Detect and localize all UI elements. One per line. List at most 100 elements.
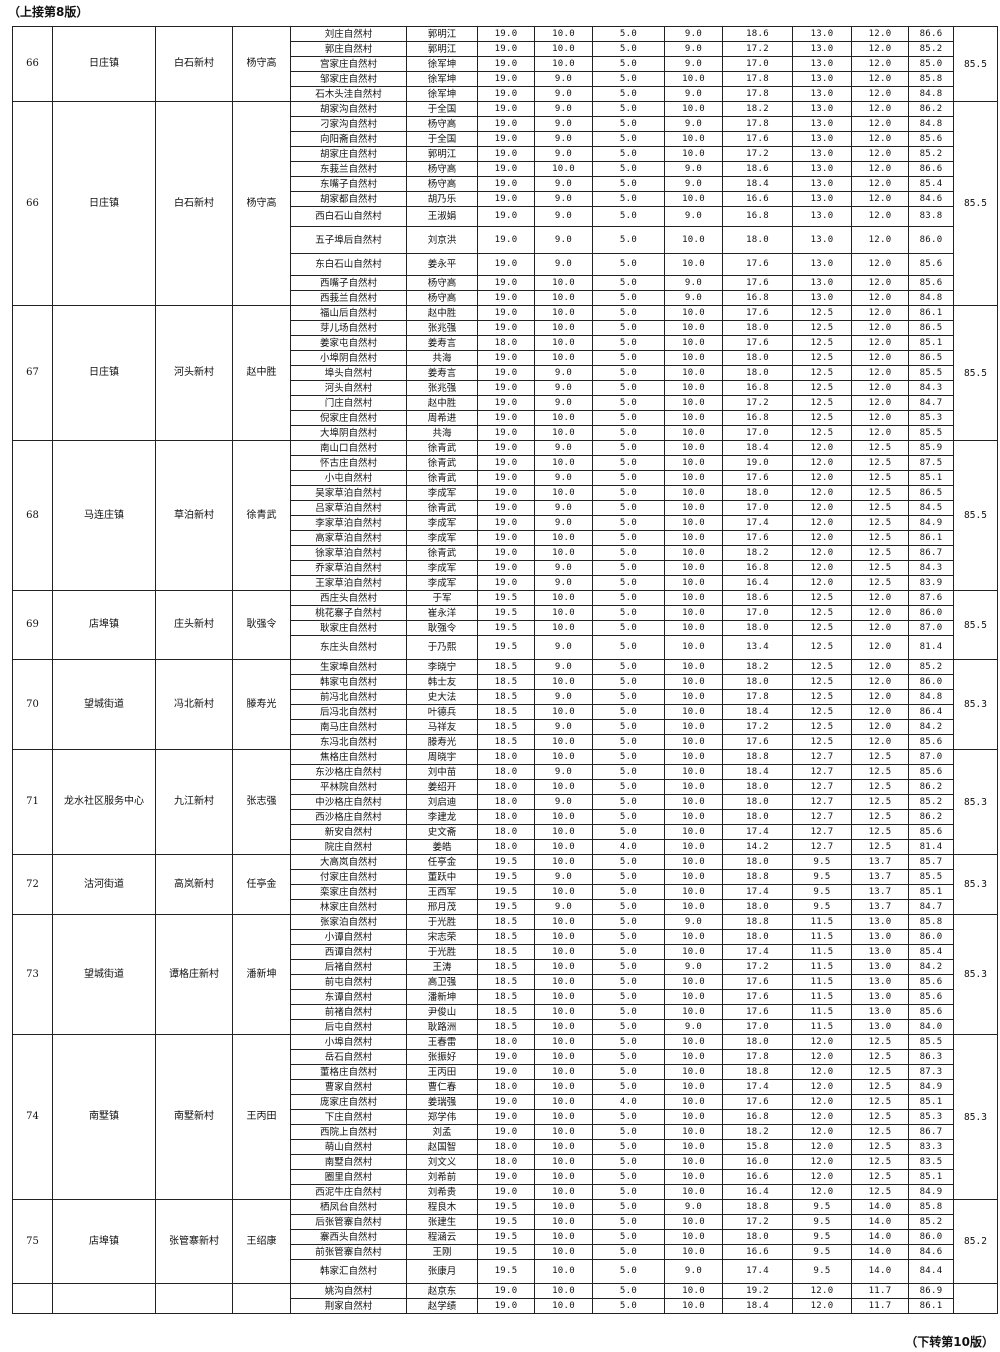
score-6-cell: 12.0 [792, 530, 852, 546]
village-score-cell: 85.6 [908, 989, 954, 1005]
score-3-cell: 5.0 [592, 191, 665, 207]
natural-village-cell: 福山后自然村 [290, 305, 407, 321]
natural-village-cell: 高家草泊自然村 [290, 530, 407, 546]
score-7-cell: 12.5 [851, 1184, 909, 1200]
score-4-cell: 10.0 [664, 71, 723, 87]
person-in-charge-cell: 郑学伟 [406, 1109, 478, 1125]
score-4-cell: 10.0 [664, 515, 723, 531]
score-2-cell: 9.0 [534, 794, 593, 810]
village-score-cell: 87.3 [908, 1064, 954, 1080]
table-row: 前张管寨自然村 王刚 19.5 10.0 5.0 10.0 16.6 9.5 14.0 84.6 [13, 1244, 998, 1260]
score-6-cell: 12.0 [792, 515, 852, 531]
score-2-cell: 9.0 [534, 515, 593, 531]
table-row: 怀古庄自然村 徐青武 19.0 10.0 5.0 10.0 19.0 12.0 12.5 87.5 [13, 455, 998, 471]
score-7-cell: 13.7 [851, 869, 909, 885]
score-4-cell: 10.0 [664, 350, 723, 366]
new-village-cell: 南墅新村 [155, 1034, 233, 1200]
score-4-cell: 9.0 [664, 26, 723, 42]
score-2-cell: 9.0 [534, 659, 593, 675]
score-6-cell: 9.5 [792, 1259, 852, 1284]
score-6-cell: 11.5 [792, 944, 852, 960]
score-1-cell: 18.5 [477, 974, 535, 990]
score-6-cell: 11.5 [792, 974, 852, 990]
score-1-cell: 18.0 [477, 749, 535, 765]
score-6-cell: 12.0 [792, 1034, 852, 1050]
score-4-cell: 10.0 [664, 1154, 723, 1170]
person-in-charge-cell: 李成军 [406, 560, 478, 576]
town-cell: 龙水社区服务中心 [52, 749, 156, 855]
score-1-cell: 18.0 [477, 1154, 535, 1170]
person-in-charge-cell: 李成军 [406, 515, 478, 531]
group-total-cell: 85.5 [953, 26, 998, 102]
score-3-cell: 5.0 [592, 365, 665, 381]
score-4-cell: 9.0 [664, 914, 723, 930]
score-2-cell: 9.0 [534, 191, 593, 207]
score-4-cell: 10.0 [664, 1034, 723, 1050]
table-row: 东庄头自然村 于乃熙 19.5 9.0 5.0 10.0 13.4 12.5 12.0 81.4 [13, 635, 998, 660]
village-score-cell: 84.8 [908, 290, 954, 306]
score-5-cell: 19.0 [722, 455, 793, 471]
score-3-cell: 5.0 [592, 1184, 665, 1200]
score-6-cell: 12.5 [792, 320, 852, 336]
score-5-cell: 16.4 [722, 1184, 793, 1200]
score-7-cell: 12.0 [851, 635, 909, 660]
score-4-cell: 10.0 [664, 1049, 723, 1065]
village-score-cell: 85.4 [908, 944, 954, 960]
score-2-cell: 10.0 [534, 1184, 593, 1200]
natural-village-cell: 前褚自然村 [290, 1004, 407, 1020]
person-in-charge-cell: 于乃熙 [406, 635, 478, 660]
score-7-cell: 12.0 [851, 131, 909, 147]
score-7-cell: 12.0 [851, 86, 909, 102]
score-3-cell: 5.0 [592, 515, 665, 531]
village-score-cell: 86.0 [908, 674, 954, 690]
score-1-cell: 19.0 [477, 101, 535, 117]
rank-cell: 66 [12, 101, 53, 306]
score-5-cell: 18.6 [722, 26, 793, 42]
score-5-cell: 18.2 [722, 101, 793, 117]
score-5-cell: 17.6 [722, 734, 793, 750]
person-in-charge-cell: 张兆强 [406, 380, 478, 396]
natural-village-cell: 西莪兰自然村 [290, 290, 407, 306]
score-5-cell: 17.2 [722, 959, 793, 975]
score-3-cell: 5.0 [592, 206, 665, 227]
score-4-cell: 10.0 [664, 1139, 723, 1155]
score-3-cell: 5.0 [592, 320, 665, 336]
natural-village-cell: 后屯自然村 [290, 1019, 407, 1035]
score-5-cell: 18.6 [722, 590, 793, 606]
score-1-cell: 18.0 [477, 809, 535, 825]
village-score-cell: 81.4 [908, 635, 954, 660]
score-4-cell: 9.0 [664, 176, 723, 192]
score-4-cell: 9.0 [664, 1019, 723, 1035]
score-7-cell: 12.0 [851, 305, 909, 321]
score-6-cell: 12.5 [792, 365, 852, 381]
score-1-cell: 19.0 [477, 116, 535, 132]
village-score-cell: 85.8 [908, 914, 954, 930]
score-5-cell: 17.2 [722, 1214, 793, 1230]
new-village-cell: 高岚新村 [155, 854, 233, 915]
score-6-cell: 11.5 [792, 929, 852, 945]
natural-village-cell: 大埠阴自然村 [290, 425, 407, 441]
score-1-cell: 18.5 [477, 734, 535, 750]
score-4-cell: 10.0 [664, 335, 723, 351]
leader-cell: 赵中胜 [232, 305, 291, 441]
score-6-cell: 12.5 [792, 335, 852, 351]
score-7-cell: 12.5 [851, 779, 909, 795]
score-4-cell: 10.0 [664, 1184, 723, 1200]
score-1-cell: 19.0 [477, 1109, 535, 1125]
score-1-cell: 18.0 [477, 824, 535, 840]
score-3-cell: 5.0 [592, 86, 665, 102]
score-6-cell: 12.7 [792, 764, 852, 780]
table-row: 董格庄自然村 王丙田 19.0 10.0 5.0 10.0 18.8 12.0 12.5 87.3 [13, 1064, 998, 1080]
score-4-cell: 9.0 [664, 56, 723, 72]
score-2-cell: 9.0 [534, 131, 593, 147]
score-2-cell: 9.0 [534, 440, 593, 456]
score-7-cell: 12.5 [851, 1079, 909, 1095]
score-7-cell: 11.7 [851, 1283, 909, 1299]
natural-village-cell: 西嘴子自然村 [290, 275, 407, 291]
score-3-cell: 5.0 [592, 1049, 665, 1065]
score-7-cell: 12.0 [851, 620, 909, 636]
score-4-cell: 10.0 [664, 1079, 723, 1095]
score-5-cell: 17.4 [722, 824, 793, 840]
score-7-cell: 12.5 [851, 545, 909, 561]
score-1-cell: 19.5 [477, 854, 535, 870]
